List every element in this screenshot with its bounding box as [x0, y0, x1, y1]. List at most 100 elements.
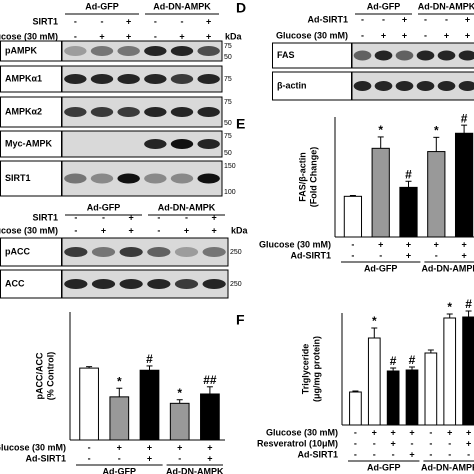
kda-marker: 75 [224, 133, 232, 140]
significance: * [378, 123, 383, 137]
bar [454, 132, 474, 238]
band [170, 139, 194, 149]
condition-sign: + [147, 442, 152, 452]
significance: * [117, 374, 122, 388]
condition-sign: + [466, 438, 471, 448]
significance: ## [203, 373, 217, 387]
kda-marker: 50 [224, 150, 232, 157]
label-box [0, 269, 62, 299]
condition-sign: - [154, 31, 157, 41]
condition-sign: - [178, 453, 181, 463]
condition-sign: + [147, 453, 152, 463]
group-label: Ad-DN-AMPK [153, 1, 211, 11]
kda-marker: 75 [224, 76, 232, 83]
band [64, 247, 88, 257]
group-label: Ad-DN-AMPK [421, 263, 474, 273]
significance: # [146, 352, 153, 366]
group-label: Ad-GFP [87, 202, 121, 212]
condition-sign: - [382, 14, 385, 24]
group-label: Ad-DN-AMPK [158, 202, 216, 212]
significance: # [409, 353, 416, 367]
band [197, 139, 220, 149]
blot-strip [61, 130, 223, 158]
band [458, 50, 474, 61]
condition-sign: + [461, 239, 466, 249]
condition-sign: + [447, 427, 452, 437]
band [395, 81, 414, 91]
condition-sign: + [406, 250, 411, 260]
bar [405, 369, 419, 426]
condition-sign: - [448, 449, 451, 459]
group-label: Ad-GFP [103, 466, 137, 474]
condition-sign: + [207, 442, 212, 452]
significance: # [461, 111, 468, 125]
band-label: pAMPK [5, 45, 37, 55]
panel-letter: D [236, 0, 246, 16]
y-axis-label: (Fold Change) [308, 147, 318, 208]
row-label: Resveratrol (10μM) [257, 438, 338, 448]
band [202, 279, 226, 289]
condition-sign: + [391, 427, 396, 437]
row-label: Glucose (30 mM) [276, 30, 348, 40]
band [197, 46, 220, 56]
condition-sign: + [101, 225, 106, 235]
condition-sign: + [129, 212, 134, 222]
condition-sign: - [392, 449, 395, 459]
unit-label: kDa [231, 225, 249, 235]
condition-sign: - [361, 30, 364, 40]
band [197, 107, 220, 117]
band-label: β-actin [277, 80, 307, 90]
condition-sign: + [207, 453, 212, 463]
row-label: SIRT1 [32, 16, 58, 26]
condition-sign: - [379, 250, 382, 260]
condition-sign: - [118, 453, 121, 463]
condition-sign: - [154, 16, 157, 26]
condition-sign: + [465, 30, 470, 40]
band [170, 173, 194, 184]
group-label: Ad-GFP [364, 263, 398, 273]
condition-sign: + [409, 427, 414, 437]
condition-sign: - [424, 30, 427, 40]
bar [139, 369, 160, 441]
band [147, 247, 171, 257]
kda-marker: 250 [230, 249, 242, 256]
condition-sign: - [88, 442, 91, 452]
condition-sign: - [354, 427, 357, 437]
condition-sign: - [102, 212, 105, 222]
band [91, 279, 116, 289]
band [437, 81, 456, 91]
band [197, 74, 220, 84]
band [395, 50, 414, 61]
blot-strip [61, 269, 229, 299]
condition-sign: + [129, 225, 134, 235]
condition-sign: - [74, 31, 77, 41]
label-box [0, 237, 62, 267]
row-label: Ad-SIRT1 [308, 14, 349, 24]
row-label: Glucose (30 mM) [259, 239, 331, 249]
band [119, 279, 143, 289]
condition-sign: - [74, 16, 77, 26]
condition-sign: - [351, 239, 354, 249]
bar [371, 147, 390, 238]
band [117, 173, 140, 184]
significance: * [177, 386, 182, 400]
condition-sign: + [444, 30, 449, 40]
band [170, 74, 194, 84]
bar [349, 391, 362, 426]
bar [367, 337, 381, 426]
group-label: Ad-GFP [367, 1, 401, 11]
condition-sign: - [361, 14, 364, 24]
kda-marker: 250 [230, 281, 242, 288]
y-axis-label: pACC/ACC [34, 352, 44, 399]
label-box [272, 42, 352, 69]
label-box [0, 65, 62, 93]
condition-sign: - [429, 427, 432, 437]
band [144, 46, 167, 56]
band [174, 279, 199, 289]
band [353, 50, 372, 61]
row-label: Glucose (30 mM) [0, 442, 66, 452]
band [144, 74, 167, 84]
band-label: ACC [5, 278, 25, 288]
bar [386, 370, 400, 426]
band-label: Myc-AMPK [5, 138, 53, 148]
